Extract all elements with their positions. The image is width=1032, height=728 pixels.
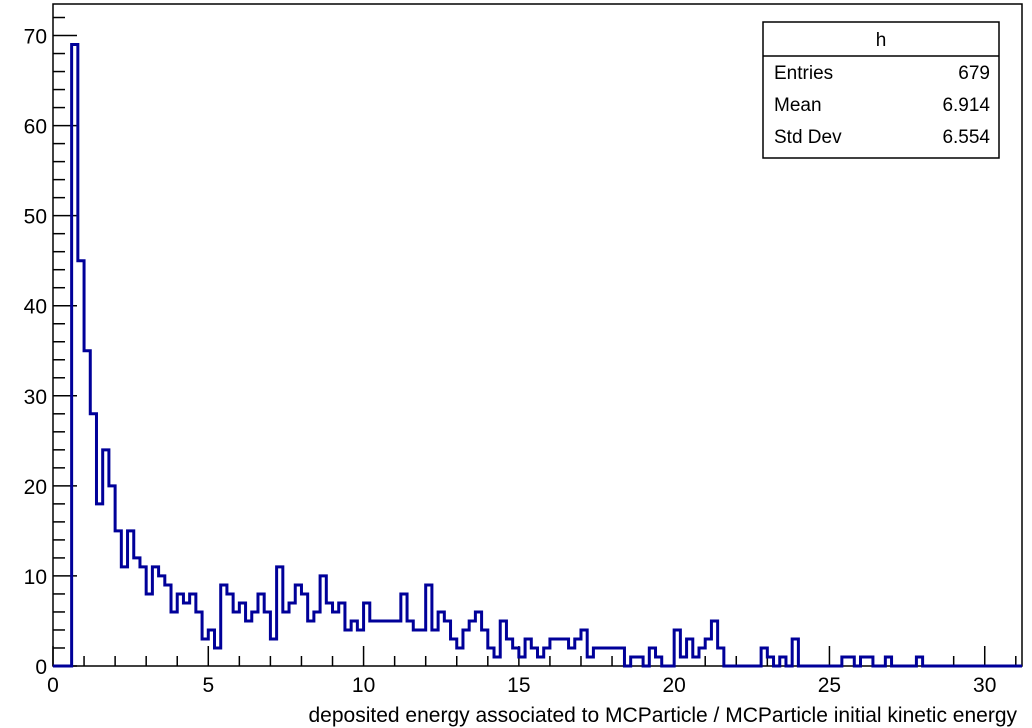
y-tick-label: 20	[24, 476, 47, 499]
stats-box: h Entries 679 Mean 6.914 Std Dev 6.554	[762, 21, 1000, 159]
y-tick-label: 10	[24, 566, 47, 589]
x-tick-label: 5	[202, 674, 214, 697]
x-tick-label: 25	[818, 674, 841, 697]
stats-stddev-value: 6.554	[942, 127, 990, 148]
stats-mean-label: Mean	[774, 95, 822, 116]
y-tick-label: 40	[24, 296, 47, 319]
y-axis: 0 10 20 30 40 50 60 70	[24, 16, 77, 679]
x-tick-label: 15	[507, 674, 530, 697]
y-tick-label: 50	[24, 206, 47, 229]
y-tick-label: 30	[24, 386, 47, 409]
stats-entries-value: 679	[958, 63, 990, 84]
x-axis-title: deposited energy associated to MCParticl…	[309, 704, 1018, 727]
y-tick-label: 60	[24, 116, 47, 139]
x-tick-label: 0	[47, 674, 59, 697]
y-tick-label: 0	[35, 656, 47, 679]
stats-box-title: h	[876, 30, 887, 51]
plot-frame	[52, 3, 1023, 667]
y-tick-label: 70	[24, 26, 47, 49]
stats-mean-value: 6.914	[942, 95, 990, 116]
x-tick-label: 30	[973, 674, 996, 697]
x-tick-label: 20	[662, 674, 685, 697]
x-tick-label: 10	[352, 674, 375, 697]
histogram-series	[53, 43, 1022, 668]
x-axis: 0 5 10 15 20 25 30	[47, 646, 1017, 697]
stats-stddev-label: Std Dev	[774, 127, 842, 148]
stats-box-frame	[762, 21, 1000, 159]
stats-entries-label: Entries	[774, 63, 833, 84]
